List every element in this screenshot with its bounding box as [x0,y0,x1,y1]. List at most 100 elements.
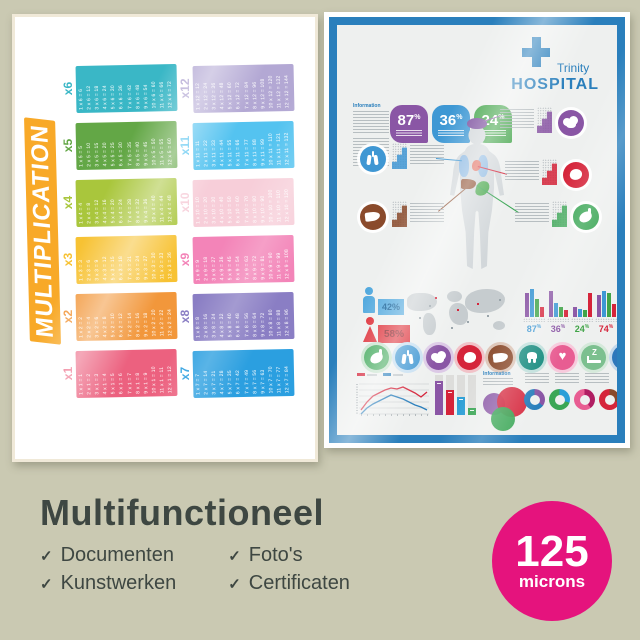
callout-chart-fill [537,111,552,133]
check-icon: ✓ [40,575,53,593]
bar-group-base [571,318,593,322]
map-marker [487,315,489,317]
column-bar-label [448,392,452,393]
brain-organ [467,118,487,129]
band-label: x6 [61,81,75,96]
male-percentage: 42% [378,299,404,315]
callout-chart-fill [552,205,567,227]
donut-hole [529,394,540,405]
liver-organ [461,179,476,189]
bar [529,289,534,317]
band-label: x3 [61,252,75,267]
feature-column: ✓ Foto's ✓ Certificaten [228,544,350,595]
bar [611,304,616,317]
column-bar-fill [446,390,454,415]
bar-group-unit: % [536,324,542,330]
heart-organ-icon [563,162,589,188]
liver-icon [488,345,513,370]
brain-icon [558,110,584,136]
glyph-part [373,154,379,166]
callout-chart [537,107,552,133]
column-bar-fill [457,397,465,415]
band-table: 1 x 12 = 12 2 x 12 = 24 3 x 12 = 36 4 x 12 … [192,63,295,114]
feature-item: ✓ Kunstwerken [40,572,176,595]
glyph-part [587,356,589,363]
bar [548,291,553,317]
callout-chart [552,201,567,227]
bubble [491,407,515,431]
map-marker [451,327,453,329]
glyph-part [406,350,409,356]
stat-unit: % [456,114,463,121]
bar-group-unit: % [560,324,566,330]
bar-chart-groups: 87% 36% 24% 74% [523,287,617,334]
bar-group-label: 87% [526,324,542,334]
column-bar-label [470,410,474,411]
human-body-silhouette [445,115,509,285]
feature-item: ✓ Documenten [40,544,176,567]
lung-organ [459,155,469,177]
band-label: x2 [61,309,75,324]
feature-column: ✓ Documenten ✓ Kunstwerken [40,544,176,595]
world-map [407,289,511,337]
equation: 12 x 5 = 60 [166,137,174,166]
stat-value: 87% [397,112,421,129]
feature-label: Certificaten [248,572,350,594]
feature-label: Kunstwerken [60,572,177,594]
equation: 12 x 4 = 48 [166,194,174,223]
map-landmass [407,293,437,311]
band-label: x5 [61,138,75,153]
donut-chart [599,389,617,410]
stomach-icon [573,204,599,230]
band-table: 1 x 10 = 10 2 x 10 = 20 3 x 10 = 30 4 x 10 … [192,177,295,228]
bar-group-label: 24% [574,324,590,334]
check-icon: ✓ [228,547,241,565]
check-icon: ✓ [228,575,241,593]
map-marker [499,299,501,301]
bar-group: 24% [571,287,593,334]
donut-chart [524,389,545,410]
bar-group-base [547,318,569,322]
bar-group: 36% [547,287,569,334]
badge-value: 125 [515,527,589,576]
legend-item [383,373,403,376]
equation: 12 x 6 = 72 [166,80,174,109]
lungs-callout [357,143,444,175]
donut-hole [604,394,615,405]
legend-label [367,373,377,376]
bar [524,293,529,317]
placeholder-text [438,130,464,137]
callout-chart-fill [542,163,557,185]
check-icon: ✓ [40,547,53,565]
placeholder-text [555,373,579,385]
donut-chart [574,389,595,410]
placeholder-text [585,373,609,385]
glyph-part [528,358,531,363]
feature-item: ✓ Foto's [228,544,350,567]
callout-text [515,203,549,223]
callout-text [505,161,539,181]
map-marker [419,317,421,319]
column-bar-label [459,399,463,400]
donut-charts [524,389,617,410]
placeholder-text [396,130,422,137]
column-bar-label [437,383,441,384]
medical-cross-icon [522,37,550,67]
stat-value: 36% [439,112,463,129]
equation: 12 x 2 = 24 [166,308,174,337]
glyph-part [434,356,444,363]
tooth-icon [519,345,544,370]
badge-unit: microns [518,572,586,591]
hospital-poster: Trinity HOSPITAL Information 87% 36% 24% [324,12,630,448]
glyph-part [492,352,509,363]
bar [577,309,582,317]
lung-organ [478,155,488,177]
